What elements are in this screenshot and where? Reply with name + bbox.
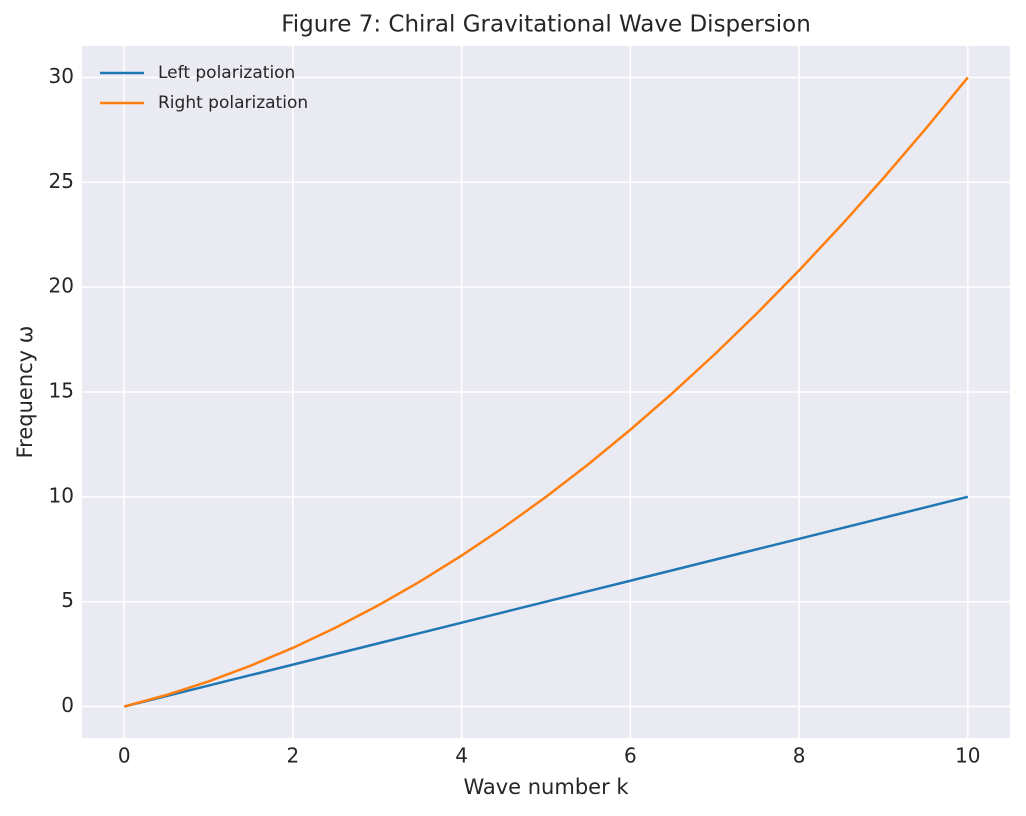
x-tick-label: 0 — [118, 744, 131, 768]
x-axis-label: Wave number k — [463, 775, 629, 799]
x-tick-label: 6 — [624, 744, 637, 768]
x-tick-label: 8 — [793, 744, 806, 768]
y-tick-label: 10 — [49, 483, 74, 507]
x-tick-label: 2 — [287, 744, 300, 768]
y-tick-label: 15 — [49, 379, 74, 403]
y-tick-label: 20 — [49, 274, 74, 298]
lines — [123, 76, 969, 708]
x-tick-label: 4 — [455, 744, 468, 768]
chart-title: Figure 7: Chiral Gravitational Wave Disp… — [281, 12, 811, 38]
x-tick-label: 10 — [955, 744, 980, 768]
legend-label: Left polarization — [158, 63, 295, 83]
y-tick-label: 5 — [61, 588, 74, 612]
y-tick-label: 0 — [61, 693, 74, 717]
grid — [82, 46, 1010, 738]
y-axis-label: Frequency ω — [13, 326, 37, 459]
legend-label: Right polarization — [158, 93, 308, 113]
y-tick-label: 25 — [49, 169, 74, 193]
y-tick-label: 30 — [49, 64, 74, 88]
series-line — [123, 76, 969, 708]
series-line — [123, 495, 969, 708]
